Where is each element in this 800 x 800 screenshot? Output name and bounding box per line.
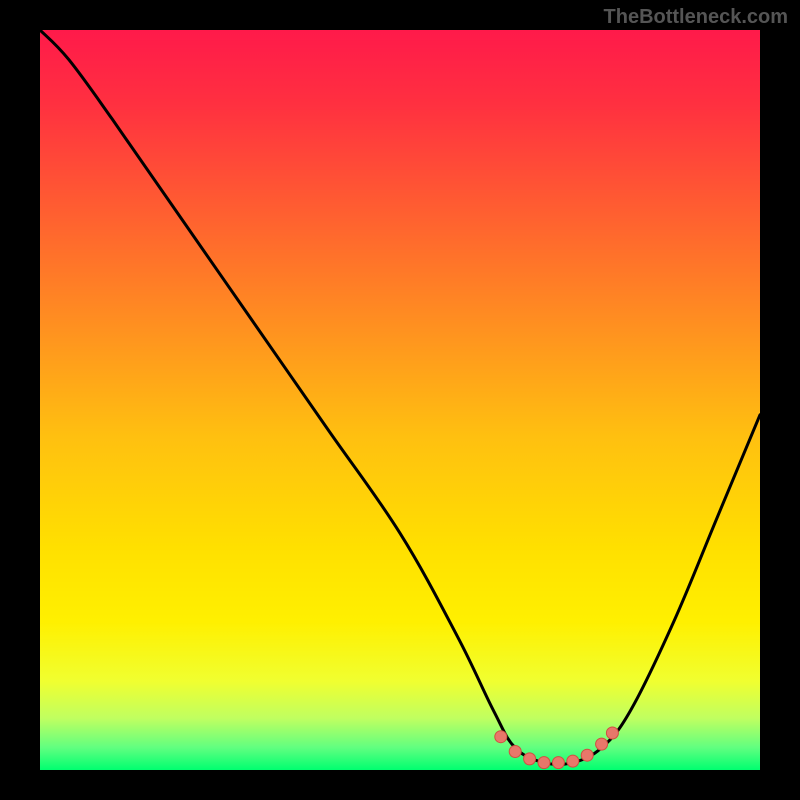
marker-dot (567, 755, 579, 767)
marker-dot (524, 753, 536, 765)
marker-dot (538, 757, 550, 769)
bottleneck-curve (40, 30, 760, 770)
marker-dot (552, 757, 564, 769)
marker-dot (596, 738, 608, 750)
marker-dot (581, 749, 593, 761)
marker-dot (495, 731, 507, 743)
marker-dot (606, 727, 618, 739)
plot-area (40, 30, 760, 770)
watermark-text: TheBottleneck.com (604, 6, 788, 29)
marker-dot (509, 746, 521, 758)
